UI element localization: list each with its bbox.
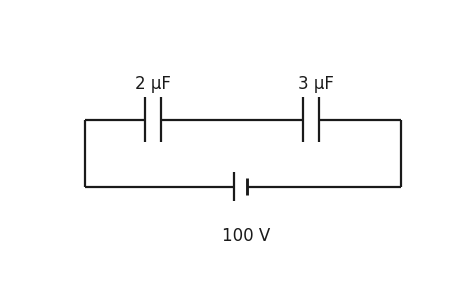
Text: 100 V: 100 V bbox=[222, 227, 271, 245]
Text: 3 μF: 3 μF bbox=[299, 75, 334, 93]
Text: 2 μF: 2 μF bbox=[135, 75, 171, 93]
